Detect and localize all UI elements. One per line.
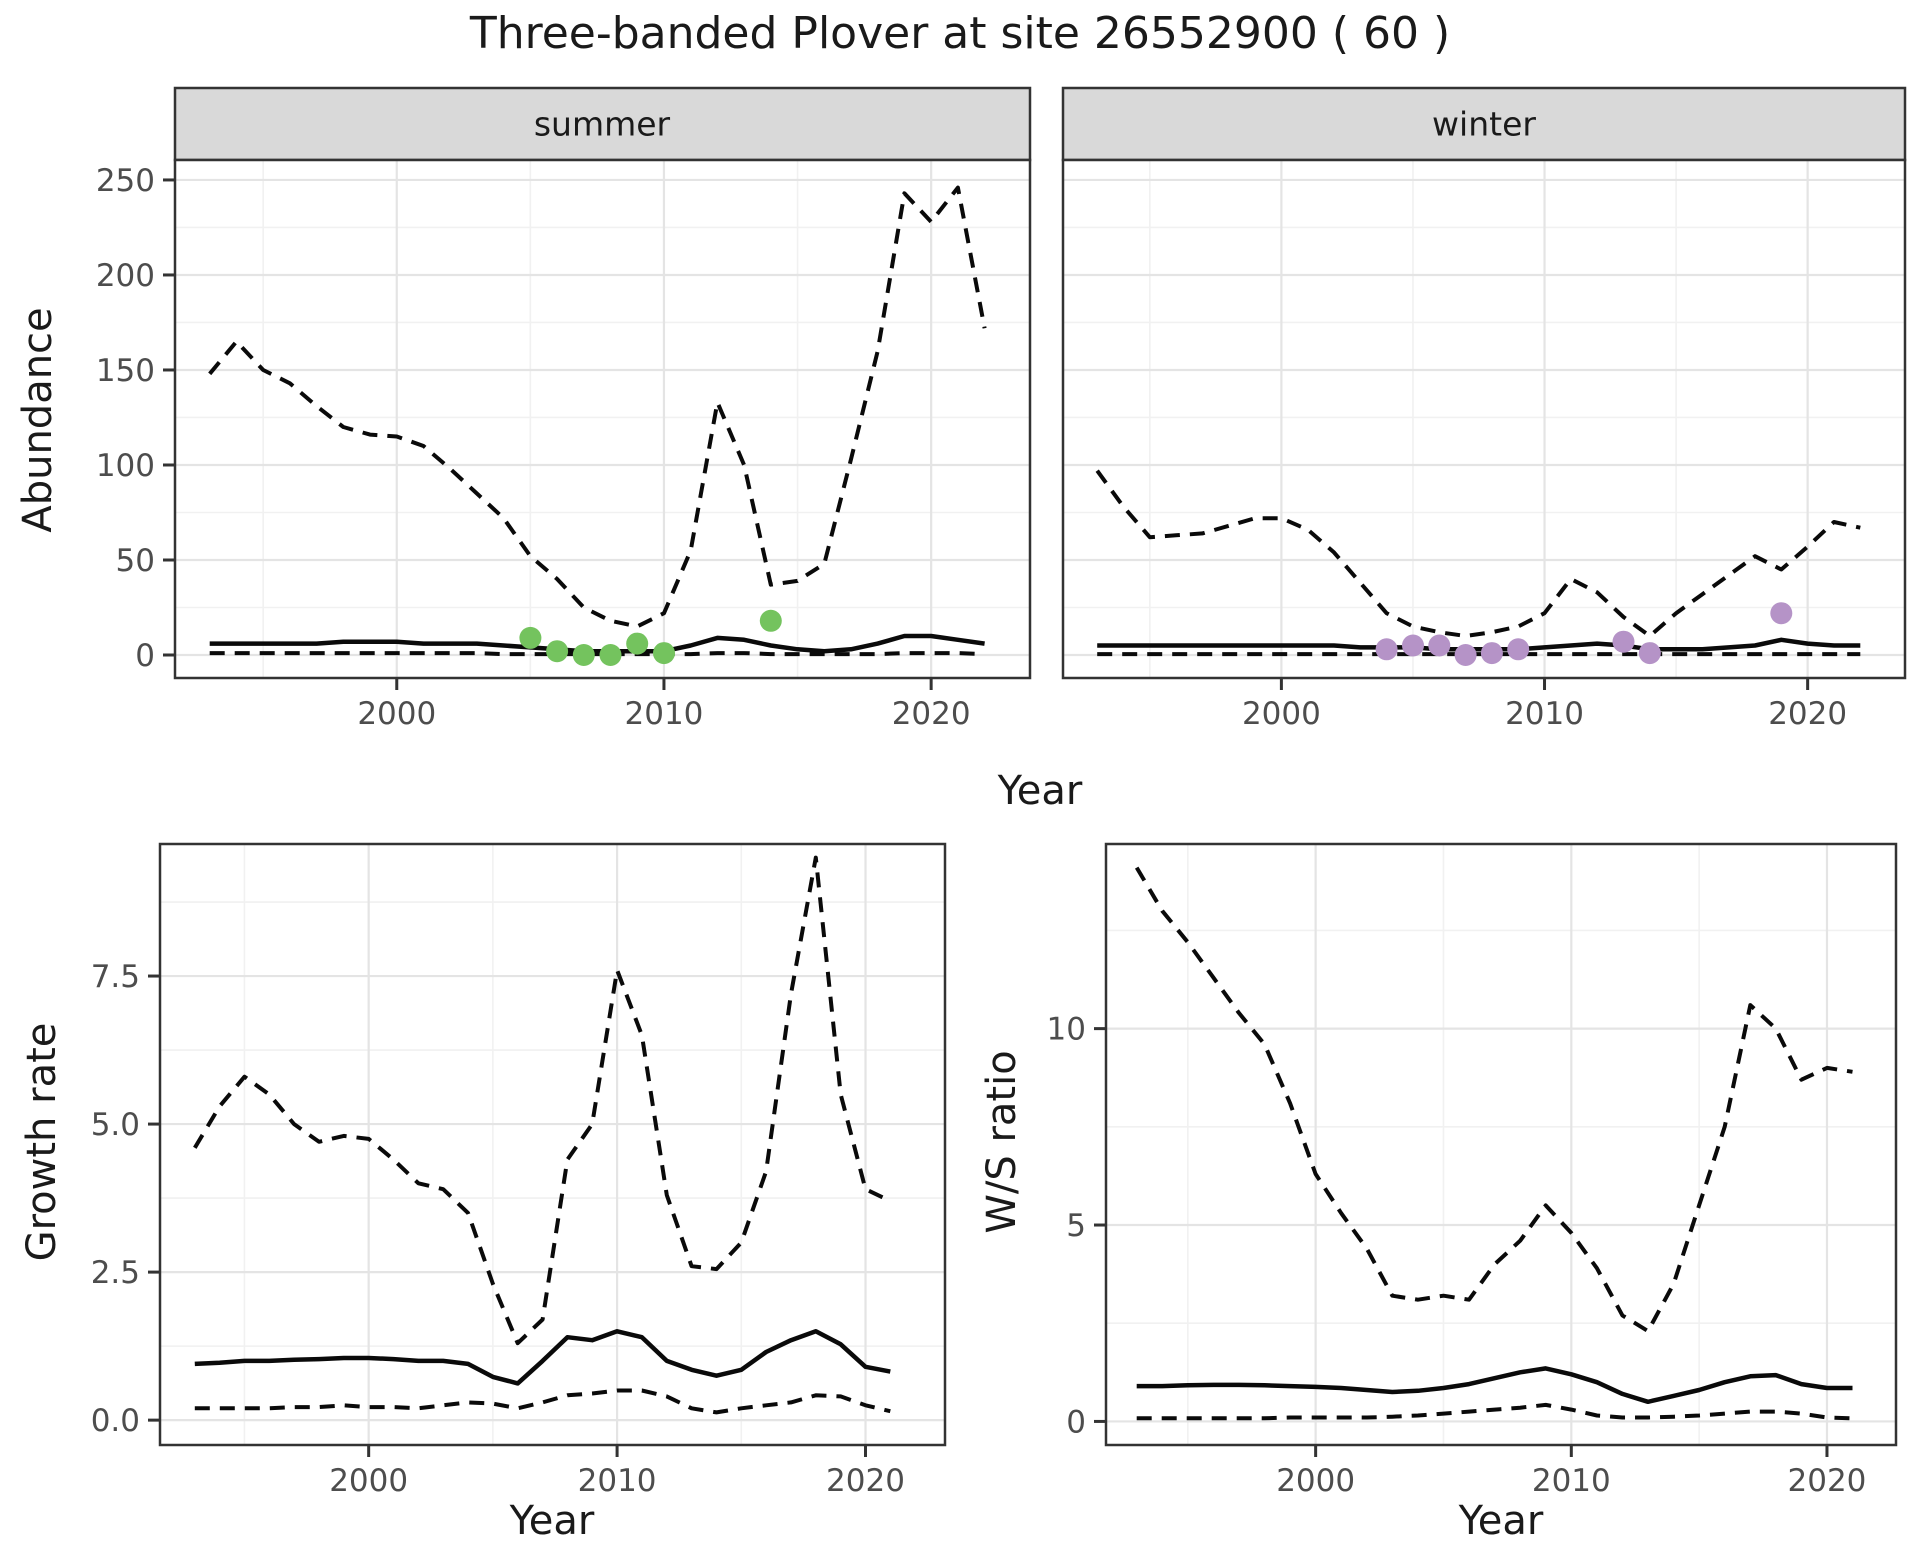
x-axis-title-year-top: Year (997, 768, 1083, 814)
abundance-winter-observed-point (1638, 642, 1661, 665)
x-axis-title-year-growth: Year (509, 1498, 595, 1544)
x-tick-label: 2020 (892, 696, 971, 732)
abundance-summer-observed-point (759, 609, 782, 632)
abundance-winter-observed-point (1480, 642, 1503, 665)
abundance-summer-panel-bg (175, 160, 1030, 678)
growth-rate-lower-ci-line (194, 1388, 891, 1415)
abundance-summer-lower-ci-line (209, 651, 985, 657)
abundance-winter-panel-border (1061, 158, 1907, 680)
growth-rate-panel-bg (160, 844, 945, 1445)
ws-ratio-panel-bg (1106, 844, 1896, 1445)
growth-rate-upper-ci-line (193, 855, 892, 1346)
x-tick-label: 2010 (1505, 696, 1584, 732)
facet-strip-summer (173, 86, 1032, 162)
y-tick-label: 150 (96, 353, 155, 389)
abundance-summer-panel-border (173, 158, 1032, 680)
abundance-winter-observed-point (1402, 634, 1424, 657)
y-tick-label: 100 (96, 448, 155, 484)
growth-rate-panel-border (158, 842, 947, 1447)
x-tick-label: 2010 (1532, 1463, 1611, 1499)
x-tick-label: 2020 (826, 1463, 905, 1499)
y-axis-title-ws-ratio: W/S ratio (979, 1050, 1025, 1234)
x-axis-title-year-ws: Year (1458, 1498, 1544, 1544)
y-tick-label: 0 (135, 638, 155, 674)
abundance-winter-observed-point (1507, 638, 1530, 661)
y-axis-title-growth-rate: Growth rate (19, 1022, 65, 1262)
abundance-winter-observed-point (1454, 644, 1477, 666)
y-tick-label: 0 (1066, 1404, 1086, 1440)
abundance-summer-upper-ci-line (208, 185, 987, 629)
abundance-summer-observed-point (626, 632, 649, 655)
y-tick-label: 200 (96, 258, 155, 294)
y-tick-label: 5 (1066, 1208, 1086, 1244)
x-tick-label: 2000 (357, 696, 436, 732)
x-tick-label: 2010 (578, 1463, 657, 1499)
ws-ratio-estimate-line (1136, 1366, 1853, 1405)
y-tick-label: 5.0 (91, 1107, 140, 1143)
facet-strip-label-winter: winter (1432, 104, 1536, 144)
x-tick-label: 2000 (1276, 1463, 1355, 1499)
abundance-winter-observed-point (1770, 602, 1793, 625)
abundance-winter-observed-point (1428, 634, 1451, 657)
x-tick-label: 2020 (1768, 696, 1847, 732)
x-tick-label: 2010 (625, 696, 704, 732)
y-tick-label: 7.5 (91, 959, 140, 995)
ws-ratio-panel-border (1104, 842, 1898, 1447)
y-tick-label: 0.0 (91, 1403, 140, 1439)
y-tick-label: 2.5 (91, 1255, 140, 1291)
abundance-summer-observed-point (599, 644, 622, 666)
abundance-winter-upper-ci-line (1095, 469, 1861, 638)
x-tick-label: 2000 (329, 1463, 408, 1499)
abundance-summer-observed-point (519, 626, 542, 649)
abundance-summer-observed-point (572, 644, 595, 666)
x-tick-label: 2020 (1788, 1463, 1867, 1499)
y-axis-title-abundance: Abundance (15, 307, 61, 533)
abundance-summer-observed-point (653, 642, 675, 665)
page-title: Three-banded Plover at site 26552900 ( 6… (469, 8, 1451, 59)
y-tick-label: 250 (96, 163, 155, 199)
abundance-summer-estimate-line (209, 633, 985, 654)
growth-rate-estimate-line (194, 1329, 891, 1386)
abundance-winter-estimate-line (1097, 637, 1861, 652)
abundance-winter-observed-point (1612, 630, 1635, 653)
y-tick-label: 10 (1047, 1012, 1086, 1048)
ws-ratio-upper-ci-line (1134, 866, 1853, 1334)
abundance-winter-panel-bg (1063, 160, 1905, 678)
facet-strip-label-summer: summer (533, 104, 671, 144)
x-tick-label: 2000 (1242, 696, 1321, 732)
ws-ratio-lower-ci-line (1136, 1402, 1853, 1421)
abundance-winter-observed-point (1375, 638, 1398, 661)
abundance-summer-observed-point (546, 640, 569, 663)
y-tick-label: 50 (116, 543, 155, 579)
